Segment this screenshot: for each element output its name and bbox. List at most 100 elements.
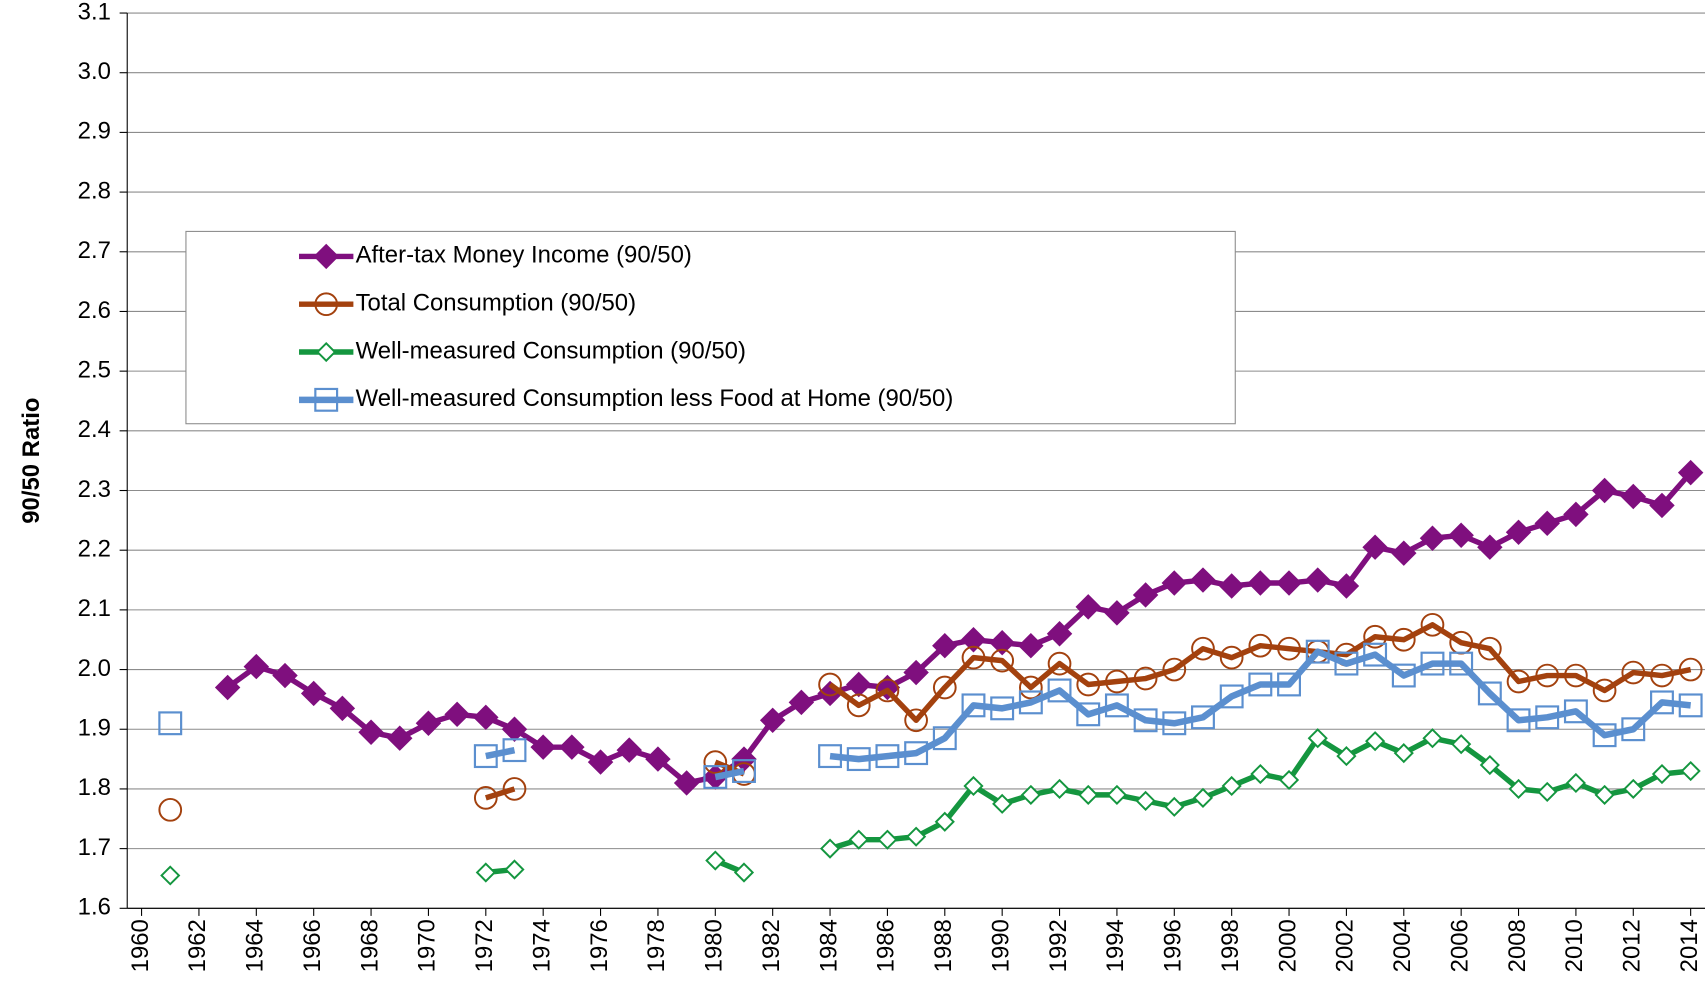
legend: After-tax Money Income (90/50) Total Cons…: [185, 230, 1236, 425]
marker: [1677, 459, 1704, 486]
marker: [1336, 746, 1357, 767]
x-tick-label: 1992: [1045, 919, 1072, 972]
marker: [1276, 570, 1302, 596]
marker: [1161, 570, 1188, 596]
x-tick-label: 2010: [1561, 919, 1588, 972]
marker: [160, 865, 181, 886]
marker: [1192, 787, 1214, 808]
marker: [1018, 632, 1044, 659]
marker: [1305, 567, 1331, 593]
marker: [1278, 769, 1300, 791]
marker: [1650, 663, 1674, 688]
marker: [1307, 728, 1328, 749]
marker: [961, 645, 986, 670]
marker: [1391, 663, 1416, 688]
marker: [703, 765, 728, 789]
marker: [1277, 636, 1301, 661]
marker: [1391, 627, 1416, 652]
marker: [1563, 699, 1588, 724]
x-tick-label: 2004: [1389, 919, 1416, 972]
y-tick-label: 2.8: [78, 177, 111, 204]
marker: [673, 770, 700, 796]
marker: [1277, 672, 1302, 697]
marker: [1132, 582, 1159, 608]
marker: [875, 678, 900, 703]
marker: [1506, 708, 1531, 733]
marker: [732, 759, 756, 783]
marker: [444, 701, 470, 728]
marker: [1333, 573, 1360, 599]
marker: [358, 719, 384, 745]
x-tick-label: 1968: [356, 919, 383, 972]
marker: [473, 744, 498, 769]
marker: [1621, 660, 1646, 685]
marker: [932, 632, 958, 659]
marker: [1564, 663, 1588, 688]
x-tick-label: 1998: [1217, 919, 1244, 972]
marker: [158, 797, 183, 822]
marker: [502, 738, 527, 763]
x-tick-label: 1984: [815, 919, 842, 972]
x-tick-label: 1966: [299, 919, 326, 972]
marker: [1133, 708, 1158, 733]
marker: [559, 734, 585, 760]
marker: [848, 829, 869, 850]
marker: [961, 693, 986, 718]
marker: [1506, 669, 1531, 694]
marker: [1047, 678, 1072, 703]
y-axis-label: 90/50 Ratio: [18, 398, 45, 524]
y-tick-label: 1.8: [78, 774, 111, 801]
series-line: [485, 648, 1691, 781]
marker: [387, 725, 413, 751]
marker: [906, 826, 927, 847]
marker: [1508, 778, 1529, 800]
legend-label: Total Consumption (90/50): [356, 290, 637, 317]
marker: [1019, 675, 1043, 700]
x-tick-label: 1994: [1102, 919, 1129, 972]
marker: [1191, 636, 1215, 661]
marker: [904, 741, 929, 766]
marker: [1018, 690, 1043, 715]
marker: [990, 696, 1015, 721]
marker: [1591, 477, 1618, 504]
marker: [1563, 501, 1589, 528]
y-tick-label: 2.1: [78, 595, 111, 622]
marker: [1075, 594, 1101, 620]
marker: [243, 653, 270, 680]
marker: [1678, 657, 1703, 682]
y-tick-label: 2.5: [78, 356, 111, 383]
marker: [1104, 693, 1129, 718]
marker: [1623, 778, 1644, 800]
marker: [1363, 624, 1387, 649]
x-tick-label: 2000: [1274, 919, 1301, 972]
marker: [1049, 778, 1070, 800]
marker: [846, 747, 871, 772]
marker: [1248, 633, 1273, 658]
marker: [415, 710, 442, 737]
marker: [1477, 534, 1503, 560]
x-tick-label: 1980: [701, 919, 728, 972]
x-tick-label: 2006: [1446, 919, 1473, 972]
marker: [846, 693, 871, 718]
marker: [1046, 621, 1073, 647]
marker: [1135, 790, 1156, 811]
marker: [473, 704, 499, 731]
marker: [1393, 743, 1414, 764]
marker: [846, 671, 872, 698]
x-tick-label: 2014: [1676, 919, 1703, 972]
marker: [1477, 681, 1502, 706]
marker: [818, 672, 842, 697]
y-tick-label: 2.7: [78, 237, 111, 264]
legend-label: After-tax Money Income (90/50): [356, 242, 692, 269]
marker: [1164, 796, 1185, 817]
marker: [1078, 784, 1099, 805]
marker: [314, 292, 339, 317]
marker: [1621, 717, 1646, 742]
marker: [1250, 763, 1271, 785]
marker: [1422, 728, 1443, 749]
marker: [932, 675, 957, 700]
x-tick-label: 1970: [414, 919, 441, 972]
marker: [703, 750, 728, 774]
marker: [733, 862, 755, 883]
